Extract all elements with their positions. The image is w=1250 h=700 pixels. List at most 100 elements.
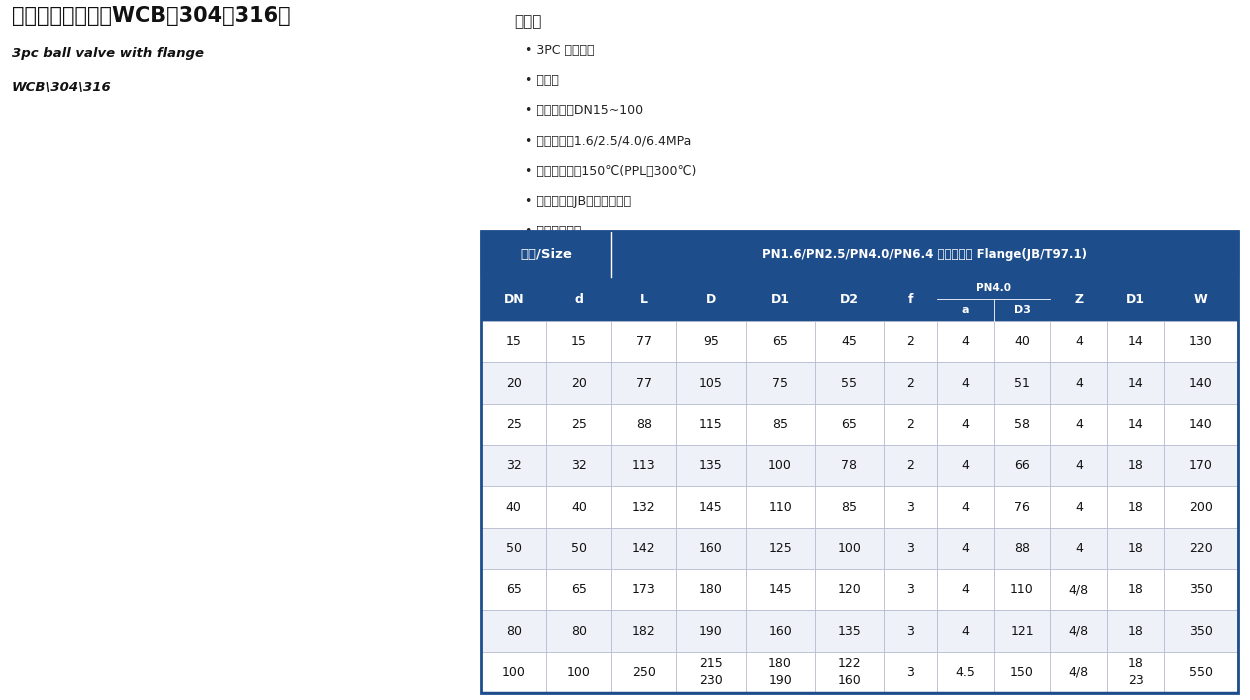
Text: 4/8: 4/8 [1069, 583, 1089, 596]
Bar [546, 610, 611, 652]
Text: D: D [706, 293, 716, 306]
Text: 65: 65 [506, 583, 521, 596]
Bar [676, 277, 745, 321]
Bar [815, 445, 884, 486]
Text: 55: 55 [841, 377, 858, 390]
Text: 160: 160 [769, 624, 792, 638]
Text: 4: 4 [961, 624, 969, 638]
Text: 77: 77 [636, 335, 652, 349]
Bar [1108, 610, 1164, 652]
Text: 3pc ball valve with flange: 3pc ball valve with flange [12, 47, 204, 60]
Bar [936, 528, 994, 569]
Bar [546, 363, 611, 404]
Bar [611, 652, 676, 693]
Bar [936, 652, 994, 693]
Text: 4: 4 [1075, 377, 1082, 390]
Bar [1050, 445, 1108, 486]
Bar [1164, 486, 1238, 528]
Bar [1050, 528, 1108, 569]
Text: a: a [961, 305, 969, 315]
Bar [481, 277, 546, 321]
Bar [1108, 404, 1164, 445]
Text: 3: 3 [906, 542, 914, 555]
Text: 250: 250 [632, 666, 656, 679]
Bar [936, 445, 994, 486]
Bar [1164, 404, 1238, 445]
Bar [481, 610, 546, 652]
Bar [546, 652, 611, 693]
Text: 32: 32 [571, 459, 586, 473]
Bar [936, 277, 994, 321]
Text: d: d [575, 293, 584, 306]
Text: 4: 4 [961, 377, 969, 390]
Text: 85: 85 [772, 418, 788, 431]
Bar [676, 528, 745, 569]
Bar [481, 445, 546, 486]
Bar [994, 569, 1050, 610]
Bar [1050, 277, 1108, 321]
Text: 18: 18 [1128, 583, 1144, 596]
Text: 51: 51 [1014, 377, 1030, 390]
Bar [994, 528, 1050, 569]
Text: 4: 4 [1075, 500, 1082, 514]
Text: D1: D1 [770, 293, 790, 306]
Text: 140: 140 [1189, 377, 1212, 390]
Bar [481, 321, 546, 363]
Bar [611, 569, 676, 610]
Text: 20: 20 [506, 377, 521, 390]
Text: WCB\304\316: WCB\304\316 [12, 80, 111, 94]
Text: 40: 40 [571, 500, 586, 514]
Bar [815, 486, 884, 528]
Text: 32: 32 [506, 459, 521, 473]
Text: 3: 3 [906, 583, 914, 596]
Text: 4: 4 [961, 583, 969, 596]
Text: 77: 77 [636, 377, 652, 390]
Text: 110: 110 [769, 500, 792, 514]
Text: 4: 4 [1075, 335, 1082, 349]
Text: PN1.6/PN2.5/PN4.0/PN6.4 法兰端连接 Flange(JB/T97.1): PN1.6/PN2.5/PN4.0/PN6.4 法兰端连接 Flange(JB/… [762, 248, 1088, 260]
Bar [994, 363, 1050, 404]
Text: 2: 2 [906, 377, 914, 390]
Bar [815, 363, 884, 404]
Text: 160: 160 [699, 542, 722, 555]
Bar [745, 363, 815, 404]
Bar [611, 277, 676, 321]
Bar [994, 277, 1050, 321]
Bar [676, 445, 745, 486]
Bar [745, 486, 815, 528]
Text: 180: 180 [699, 583, 722, 596]
Bar [994, 486, 1050, 528]
Text: Z: Z [1074, 293, 1084, 306]
Text: 14: 14 [1128, 335, 1144, 349]
Bar [611, 528, 676, 569]
Text: 15: 15 [506, 335, 521, 349]
Bar [1108, 277, 1164, 321]
Bar [884, 569, 936, 610]
Text: 4: 4 [961, 335, 969, 349]
Text: L: L [640, 293, 648, 306]
Text: 4: 4 [1075, 542, 1082, 555]
Bar [815, 321, 884, 363]
Text: 4: 4 [961, 459, 969, 473]
Text: 15: 15 [571, 335, 586, 349]
Text: 50: 50 [571, 542, 586, 555]
Bar [994, 652, 1050, 693]
Text: 3: 3 [906, 624, 914, 638]
Bar [1164, 277, 1238, 321]
Text: 80: 80 [571, 624, 586, 638]
Text: 78: 78 [841, 459, 858, 473]
Text: 规格/Size: 规格/Size [520, 248, 572, 260]
Bar [815, 652, 884, 693]
Bar [481, 404, 546, 445]
Bar [676, 404, 745, 445]
Text: • 3PC 结构设计: • 3PC 结构设计 [525, 44, 595, 57]
Text: W: W [1194, 293, 1208, 306]
Bar [745, 652, 815, 693]
Bar [1108, 363, 1164, 404]
Bar [546, 277, 611, 321]
Bar [1050, 652, 1108, 693]
Text: 66: 66 [1014, 459, 1030, 473]
Bar [481, 569, 546, 610]
Bar [1108, 445, 1164, 486]
Text: 85: 85 [841, 500, 858, 514]
